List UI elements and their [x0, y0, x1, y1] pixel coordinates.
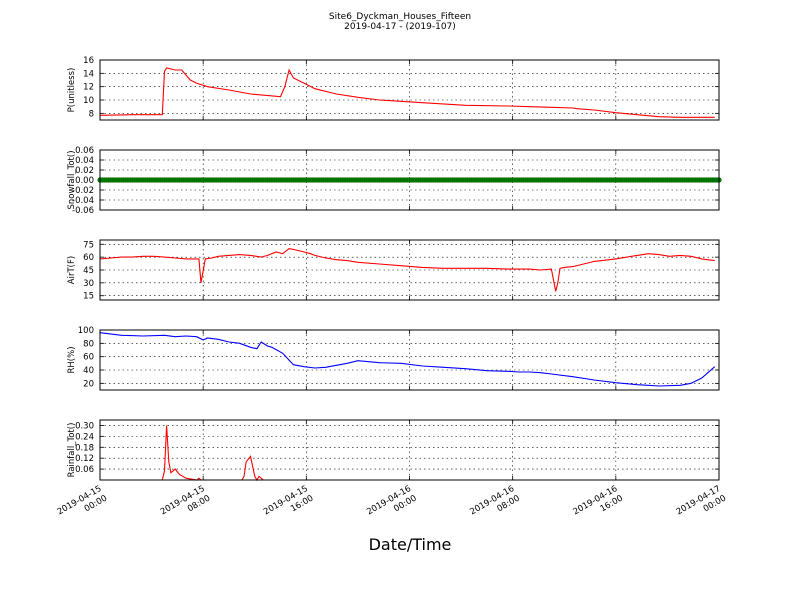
y-tick-label: -0.02	[72, 186, 94, 196]
series-line	[99, 248, 715, 292]
x-axis-label: Date/Time	[369, 535, 452, 554]
y-tick-label: 60	[83, 253, 94, 263]
panels: 810121416P(unitless)-0.06-0.04-0.020.000…	[67, 56, 722, 482]
y-axis-label: AirT(F)	[67, 256, 77, 284]
y-tick-label: 16	[83, 56, 94, 66]
y-tick-label: 80	[83, 339, 94, 349]
y-tick-label: 0.06	[75, 465, 94, 475]
y-axis-label: Rainfall_Tot()	[67, 423, 77, 478]
plot-frame	[99, 149, 720, 211]
chart-panel-3: 15 30 45 60 75 AirT(F)	[67, 239, 720, 302]
y-tick-label: 12	[83, 83, 94, 93]
y-axis-label: P(unitless)	[67, 68, 77, 113]
y-tick-label: 15	[83, 292, 94, 302]
y-tick-label: 8	[89, 109, 94, 119]
series-markers	[97, 177, 722, 183]
y-tick-label: 0.00	[75, 176, 94, 186]
y-tick-label: 0.06	[75, 146, 94, 156]
y-tick-label: 100	[78, 326, 94, 336]
y-tick-label: 0.02	[75, 166, 94, 176]
y-tick-label: 14	[83, 69, 94, 79]
y-axis-label: RH(%)	[67, 346, 77, 373]
series-line	[99, 332, 716, 387]
y-tick-label: 45	[83, 266, 94, 276]
y-tick-label: 40	[83, 366, 94, 376]
y-tick-label: -0.04	[72, 196, 94, 206]
y-tick-label: 20	[83, 379, 94, 389]
y-tick-label: 0.12	[75, 454, 94, 464]
plot-frame	[99, 59, 720, 121]
y-tick-label: 0.04	[75, 156, 94, 166]
figure-title-line1: Site6_Dyckman_Houses_Fifteen	[329, 12, 471, 22]
figure-title-line2: 2019-04-17 - (2019-107)	[344, 22, 456, 32]
y-tick-label: 0.24	[75, 432, 94, 442]
y-tick-label: 60	[83, 353, 94, 363]
plot-frame	[99, 419, 720, 481]
chart-panel-2: -0.06-0.04-0.020.000.020.040.06Snowfall_…	[67, 146, 722, 216]
y-tick-label: 0.18	[75, 443, 94, 453]
y-tick-label: 75	[83, 240, 94, 250]
y-tick-label: 10	[83, 96, 94, 106]
y-axis-label: Snowfall_Tot()	[67, 150, 77, 209]
chart-panel-1: 8 10 12 14 16 P(unitless)	[67, 56, 720, 121]
y-tick-label: -0.06	[72, 206, 94, 216]
y-tick-label: 30	[83, 279, 94, 289]
series-line	[99, 67, 715, 118]
y-tick-label: 0.30	[75, 421, 94, 431]
plot-frame	[99, 329, 720, 391]
plot-frame	[99, 239, 720, 301]
